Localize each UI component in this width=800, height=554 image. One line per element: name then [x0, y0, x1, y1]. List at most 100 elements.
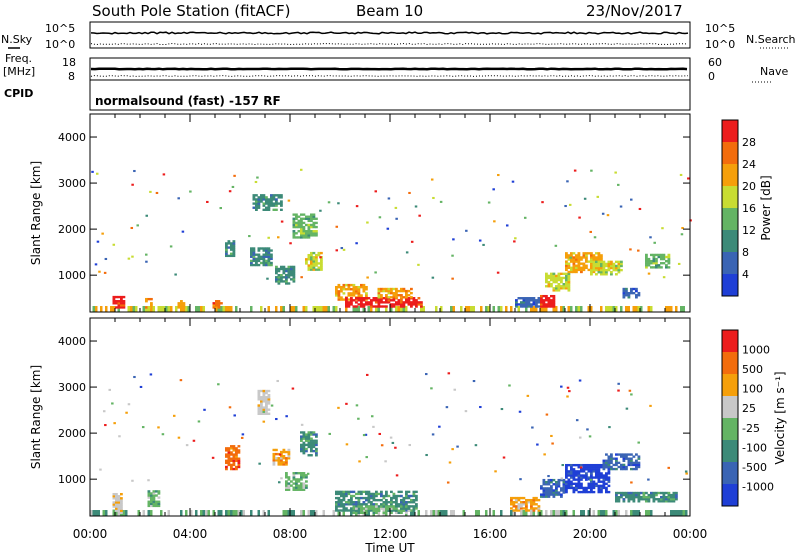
velocity-scatter-cell	[582, 470, 586, 473]
power-scatter-cell	[632, 291, 636, 295]
velocity-scatter-cell	[662, 495, 666, 499]
velocity-ground-cell	[180, 510, 183, 516]
velocity-scatter-cell	[510, 503, 513, 506]
velocity-scatter-cell	[577, 478, 581, 481]
velocity-scatter-cell	[575, 482, 578, 485]
velocity-y-label: Slant Range [km]	[29, 365, 43, 469]
power-scatter-cell	[612, 268, 616, 272]
velocity-scatter-cell	[622, 498, 626, 501]
velocity-scatter-cell	[567, 472, 571, 475]
power-scatter-cell	[270, 257, 273, 261]
power-scatter-cell	[612, 264, 616, 268]
velocity-scatter-cell	[262, 400, 266, 403]
velocity-scatter-cell	[637, 461, 641, 465]
power-scatter-cell	[562, 282, 566, 286]
velocity-ground-cell	[677, 510, 680, 516]
velocity-scatter-cell	[607, 455, 611, 458]
velocity-scatter-cell	[397, 505, 401, 508]
velocity-scatter-cell	[405, 496, 408, 500]
power-ground-cell	[375, 306, 378, 312]
velocity-scatter-cell	[397, 503, 401, 506]
power-speckle-cell	[155, 191, 159, 195]
velocity-scatter-cell	[400, 501, 403, 504]
power-scatter-cell	[610, 262, 613, 266]
power-scatter-cell	[392, 305, 396, 308]
velocity-scatter-cell	[117, 495, 121, 498]
velocity-scatter-cell	[632, 495, 636, 499]
power-scatter-cell	[252, 247, 256, 250]
power-ground-cell	[402, 306, 405, 312]
power-scatter-cell	[225, 248, 228, 251]
power-colorbar-tick: 16	[742, 202, 756, 215]
power-scatter-cell	[122, 300, 126, 303]
power-scatter-cell	[227, 242, 231, 245]
velocity-scatter-cell	[552, 483, 556, 486]
power-scatter-cell	[597, 262, 601, 266]
velocity-ground-cell	[452, 510, 455, 516]
power-scatter-cell	[552, 272, 556, 276]
power-speckle-cell	[355, 242, 358, 245]
velocity-scatter-cell	[395, 511, 398, 514]
velocity-ground-cell	[647, 510, 650, 516]
velocity-scatter-cell	[115, 503, 118, 506]
power-scatter-cell	[255, 253, 258, 256]
velocity-scatter-cell	[627, 491, 631, 495]
power-scatter-cell	[387, 296, 391, 299]
velocity-scatter-cell	[400, 505, 403, 508]
power-scatter-cell	[272, 208, 276, 211]
power-ground-cell	[480, 306, 483, 312]
power-scatter-cell	[225, 254, 228, 258]
velocity-ground-cell	[680, 510, 683, 516]
velocity-scatter-cell	[562, 483, 566, 486]
velocity-scatter-cell	[230, 457, 233, 460]
velocity-scatter-cell	[257, 398, 261, 401]
velocity-speckle-cell	[362, 434, 366, 437]
power-speckle-cell	[497, 173, 500, 177]
velocity-scatter-cell	[627, 463, 631, 467]
velocity-ground-cell	[337, 510, 340, 516]
power-scatter-cell	[547, 305, 551, 308]
velocity-scatter-cell	[337, 490, 341, 494]
velocity-scatter-cell	[375, 505, 378, 508]
velocity-scatter-cell	[415, 507, 418, 510]
power-scatter-cell	[585, 266, 588, 270]
velocity-scatter-cell	[580, 474, 583, 477]
velocity-scatter-cell	[370, 507, 373, 510]
power-speckle-cell	[410, 240, 414, 243]
velocity-scatter-cell	[147, 504, 151, 508]
velocity-scatter-cell	[575, 474, 578, 477]
velocity-scatter-cell	[377, 492, 381, 496]
velocity-speckle-cell	[133, 375, 136, 379]
velocity-scatter-cell	[147, 502, 151, 506]
power-scatter-cell	[252, 255, 256, 258]
velocity-scatter-cell	[575, 463, 578, 467]
power-scatter-cell	[540, 294, 543, 298]
power-scatter-cell	[597, 260, 601, 264]
velocity-scatter-cell	[287, 482, 291, 485]
power-scatter-cell	[555, 280, 558, 284]
velocity-scatter-cell	[340, 490, 343, 494]
velocity-scatter-cell	[632, 498, 636, 501]
power-scatter-cell	[292, 230, 296, 233]
velocity-scatter-cell	[300, 484, 303, 487]
velocity-speckle-cell	[560, 385, 563, 388]
power-scatter-cell	[407, 303, 411, 306]
velocity-scatter-cell	[405, 494, 408, 498]
velocity-scatter-cell	[400, 498, 403, 502]
velocity-scatter-cell	[550, 493, 553, 496]
velocity-speckle-cell	[275, 417, 278, 421]
velocity-scatter-cell	[545, 487, 548, 490]
velocity-ground-cell	[300, 510, 303, 516]
velocity-speckle-cell	[502, 456, 506, 459]
velocity-scatter-cell	[277, 457, 281, 460]
velocity-scatter-cell	[370, 509, 373, 512]
power-scatter-cell	[382, 301, 386, 304]
velocity-scatter-cell	[375, 494, 378, 498]
velocity-speckle-cell	[578, 436, 582, 439]
power-scatter-cell	[285, 276, 288, 279]
power-scatter-cell	[570, 270, 573, 274]
velocity-ground-cell	[137, 510, 140, 516]
velocity-scatter-cell	[115, 499, 118, 502]
velocity-scatter-cell	[620, 453, 623, 456]
